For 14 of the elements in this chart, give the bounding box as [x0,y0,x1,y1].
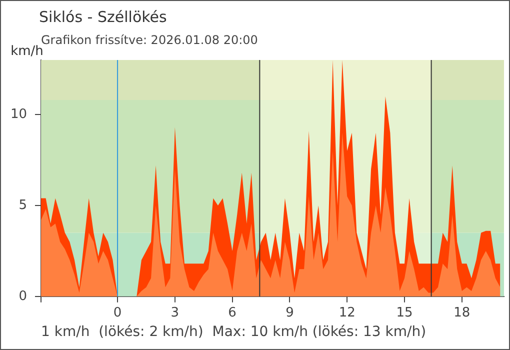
y-tick-label: 0 [18,288,27,304]
x-tick-label: 18 [454,306,470,321]
x-tick-label: 6 [228,306,236,321]
y-tick-label: 10 [10,106,27,122]
x-tick-label: 0 [113,306,122,321]
y-tick-label: 5 [18,198,27,213]
chart-subtitle: Grafikon frissítve: 2026.01.08 20:00 [41,33,258,47]
x-tick-label: 15 [396,306,413,321]
x-tick-label: 9 [286,306,294,321]
x-tick-label: 3 [170,306,180,321]
y-axis-title: km/h [10,44,44,59]
x-tick-label: 12 [338,306,356,321]
chart-title: Siklós - Széllökés [39,8,167,26]
text: 1 km/h (lökés: 2 km/h) Max: 10 km/h (lökés: 13 km/h) [41,324,426,340]
